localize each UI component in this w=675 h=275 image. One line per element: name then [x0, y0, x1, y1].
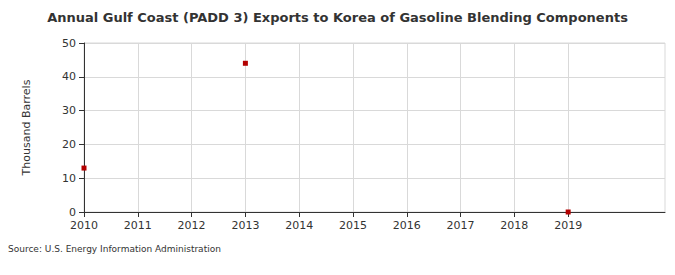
svg-text:40: 40 [62, 70, 76, 83]
svg-text:Source: U.S. Energy Informatio: Source: U.S. Energy Information Administ… [8, 244, 221, 254]
svg-text:2018: 2018 [500, 219, 528, 232]
svg-text:Annual Gulf Coast (PADD 3) Exp: Annual Gulf Coast (PADD 3) Exports to Ko… [47, 10, 628, 25]
svg-text:2013: 2013 [231, 219, 259, 232]
svg-text:2010: 2010 [70, 219, 98, 232]
svg-text:0: 0 [69, 206, 76, 219]
svg-text:2011: 2011 [124, 219, 152, 232]
svg-text:10: 10 [62, 172, 76, 185]
svg-text:50: 50 [62, 37, 76, 50]
svg-text:2016: 2016 [393, 219, 421, 232]
svg-text:20: 20 [62, 138, 76, 151]
svg-text:Thousand Barrels: Thousand Barrels [20, 79, 33, 176]
svg-text:2019: 2019 [554, 219, 582, 232]
svg-text:2015: 2015 [339, 219, 367, 232]
svg-text:2014: 2014 [285, 219, 313, 232]
svg-text:2017: 2017 [447, 219, 475, 232]
svg-text:2012: 2012 [178, 219, 206, 232]
svg-text:30: 30 [62, 104, 76, 117]
